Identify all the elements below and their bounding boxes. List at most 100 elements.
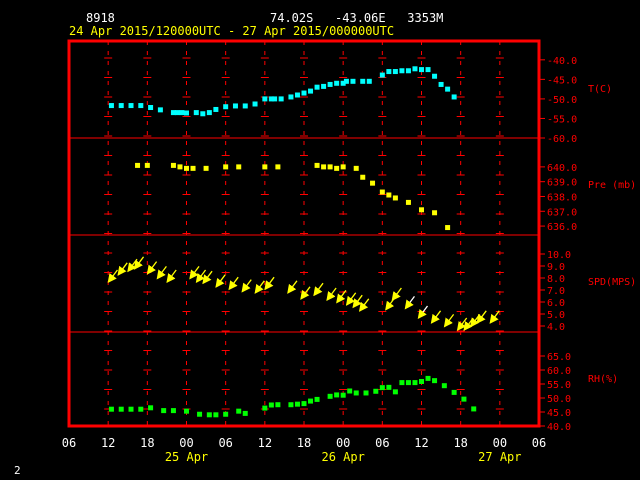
x-tick-label: 12 — [414, 436, 428, 450]
panel-label: RH(%) — [588, 374, 618, 385]
relative-humidity-point — [412, 380, 418, 386]
relative-humidity-point — [471, 406, 477, 412]
temperature-point — [272, 96, 278, 102]
pressure-point — [353, 165, 359, 171]
station-id: 8918 — [86, 11, 115, 25]
wind-arrow — [133, 256, 145, 270]
x-tick-label: 06 — [62, 436, 76, 450]
temperature-point — [425, 67, 431, 73]
temperature-point — [223, 104, 229, 110]
temperature-point — [252, 101, 258, 107]
temperature-point — [128, 103, 134, 109]
temperature-point — [343, 78, 349, 84]
y-tick-label: 638.0 — [547, 192, 577, 203]
wind-arrow — [391, 287, 402, 302]
panel-label: T(C) — [588, 84, 612, 95]
temperature-point — [412, 66, 418, 72]
relative-humidity-point — [161, 408, 167, 414]
wind-arrow — [404, 296, 415, 310]
grid-lines — [69, 41, 539, 426]
relative-humidity-point — [213, 412, 219, 418]
relative-humidity-point — [363, 390, 369, 396]
y-tick-label: 5.0 — [547, 310, 565, 321]
relative-humidity-point — [451, 389, 457, 395]
x-day-label: 25 Apr — [165, 450, 208, 464]
x-tick-label: 18 — [140, 436, 154, 450]
y-tick-label: 4.0 — [547, 322, 565, 333]
wind-arrow — [156, 266, 167, 280]
pressure-point — [203, 165, 209, 171]
y-tick-label: 65.0 — [547, 352, 571, 363]
relative-humidity-point — [347, 388, 353, 394]
wind-arrow — [336, 290, 347, 304]
y-tick-label: 55.0 — [547, 380, 571, 391]
relative-humidity-point — [308, 398, 314, 404]
relative-humidity-point — [242, 410, 248, 416]
temperature-point — [392, 69, 398, 75]
relative-humidity-point — [399, 380, 405, 386]
pressure-point — [144, 162, 150, 168]
temperature-point — [334, 80, 340, 86]
x-tick-label: 00 — [179, 436, 193, 450]
temperature-point — [268, 96, 274, 102]
temperature-point — [193, 110, 199, 116]
temperature-point — [350, 78, 356, 84]
temperature-point — [170, 110, 176, 116]
pressure-point — [360, 174, 366, 180]
y-tick-label: -55.0 — [547, 114, 577, 125]
relative-humidity-point — [392, 389, 398, 395]
wind-arrow — [117, 262, 128, 276]
x-tick-label: 00 — [336, 436, 350, 450]
wind-arrow — [326, 287, 337, 302]
wind-arrow — [345, 292, 357, 306]
y-tick-label: 637.0 — [547, 207, 577, 218]
temperature-point — [200, 111, 206, 117]
y-tick-label: 636.0 — [547, 222, 577, 233]
y-tick-label: 9.0 — [547, 262, 565, 273]
relative-humidity-point — [432, 378, 438, 384]
relative-humidity-point — [128, 406, 134, 412]
temperature-point — [321, 83, 327, 89]
x-tick-label: 12 — [101, 436, 115, 450]
pressure-point — [327, 164, 333, 170]
temperature-point — [405, 68, 411, 74]
time-range: 24 Apr 2015/120000UTC - 27 Apr 2015/0000… — [69, 24, 394, 38]
relative-humidity-point — [334, 392, 340, 398]
wind-arrow — [107, 269, 118, 284]
wind-arrow — [146, 261, 158, 275]
y-tick-label: 50.0 — [547, 394, 571, 405]
x-tick-label: 12 — [258, 436, 272, 450]
wind-arrow — [228, 276, 239, 291]
wind-arrow — [166, 269, 177, 284]
y-tick-label: -40.0 — [547, 56, 577, 67]
temperature-point — [294, 92, 300, 98]
y-tick-label: 7.0 — [547, 286, 565, 297]
station-location: 74.02S -43.06E 3353M — [270, 11, 443, 25]
x-day-label: 27 Apr — [478, 450, 521, 464]
temperature-point — [314, 84, 320, 90]
relative-humidity-point — [327, 393, 333, 399]
relative-humidity-point — [340, 392, 346, 398]
relative-humidity-point — [268, 402, 274, 408]
pressure-point — [419, 207, 424, 213]
temperature-point — [262, 96, 268, 102]
relative-humidity-point — [379, 385, 385, 391]
temperature-point — [206, 110, 212, 116]
wind-arrow — [476, 310, 487, 324]
pressure-point — [314, 162, 320, 168]
temperature-point — [232, 103, 238, 109]
wind-arrow — [264, 276, 275, 291]
y-tick-label: -50.0 — [547, 95, 577, 106]
y-tick-label: 60.0 — [547, 366, 571, 377]
x-tick-label: 06 — [532, 436, 546, 450]
pressure-point — [190, 165, 196, 171]
x-tick-label: 00 — [493, 436, 507, 450]
wind-arrow — [189, 266, 200, 280]
relative-humidity-point — [294, 401, 300, 407]
relative-humidity-point — [118, 406, 124, 412]
data-marks — [107, 66, 500, 418]
temperature-point — [360, 78, 366, 84]
temperature-point — [327, 81, 333, 87]
relative-humidity-point — [223, 411, 229, 417]
temperature-point — [438, 81, 444, 87]
